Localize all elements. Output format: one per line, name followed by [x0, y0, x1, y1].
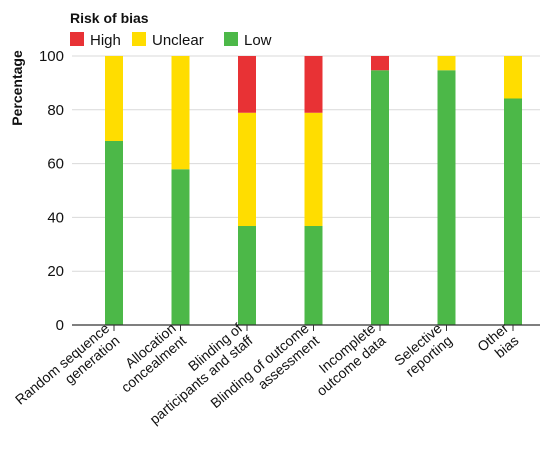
- bar-segment-unclear: [105, 56, 123, 142]
- legend-swatch-unclear: [132, 32, 146, 46]
- legend: Risk of bias High Unclear Low: [70, 10, 272, 49]
- y-tick-label: 80: [47, 102, 64, 119]
- bar-segment-high: [304, 56, 323, 113]
- legend-swatch-high: [70, 32, 84, 46]
- bar-segment-unclear: [504, 56, 522, 99]
- bar-segment-low: [504, 98, 522, 325]
- bar-segment-high: [238, 56, 256, 113]
- y-tick-label: 100: [39, 48, 64, 65]
- bar-segment-low: [437, 70, 456, 326]
- bar-segment-unclear: [238, 112, 256, 227]
- legend-label-unclear: Unclear: [152, 32, 204, 49]
- bar-segment-low: [105, 141, 123, 325]
- legend-swatch-low: [224, 32, 238, 46]
- bar-segment-low: [238, 226, 256, 325]
- bar-segment-low: [171, 169, 190, 325]
- legend-label-high: High: [90, 32, 121, 49]
- bar-segment-low: [371, 70, 389, 326]
- legend-title: Risk of bias: [70, 10, 149, 26]
- bar-segment-unclear: [171, 56, 190, 170]
- y-tick-label: 60: [47, 156, 64, 173]
- y-tick-label: 20: [47, 263, 64, 280]
- bars: [105, 56, 522, 326]
- bar-segment-unclear: [437, 56, 456, 71]
- bar-segment-unclear: [304, 112, 323, 227]
- legend-label-low: Low: [244, 32, 272, 49]
- bar-segment-high: [371, 56, 389, 71]
- y-tick-label: 0: [56, 317, 64, 334]
- bar-segment-low: [304, 226, 323, 325]
- y-axis-title: Percentage: [9, 50, 25, 126]
- y-tick-label: 40: [47, 209, 64, 226]
